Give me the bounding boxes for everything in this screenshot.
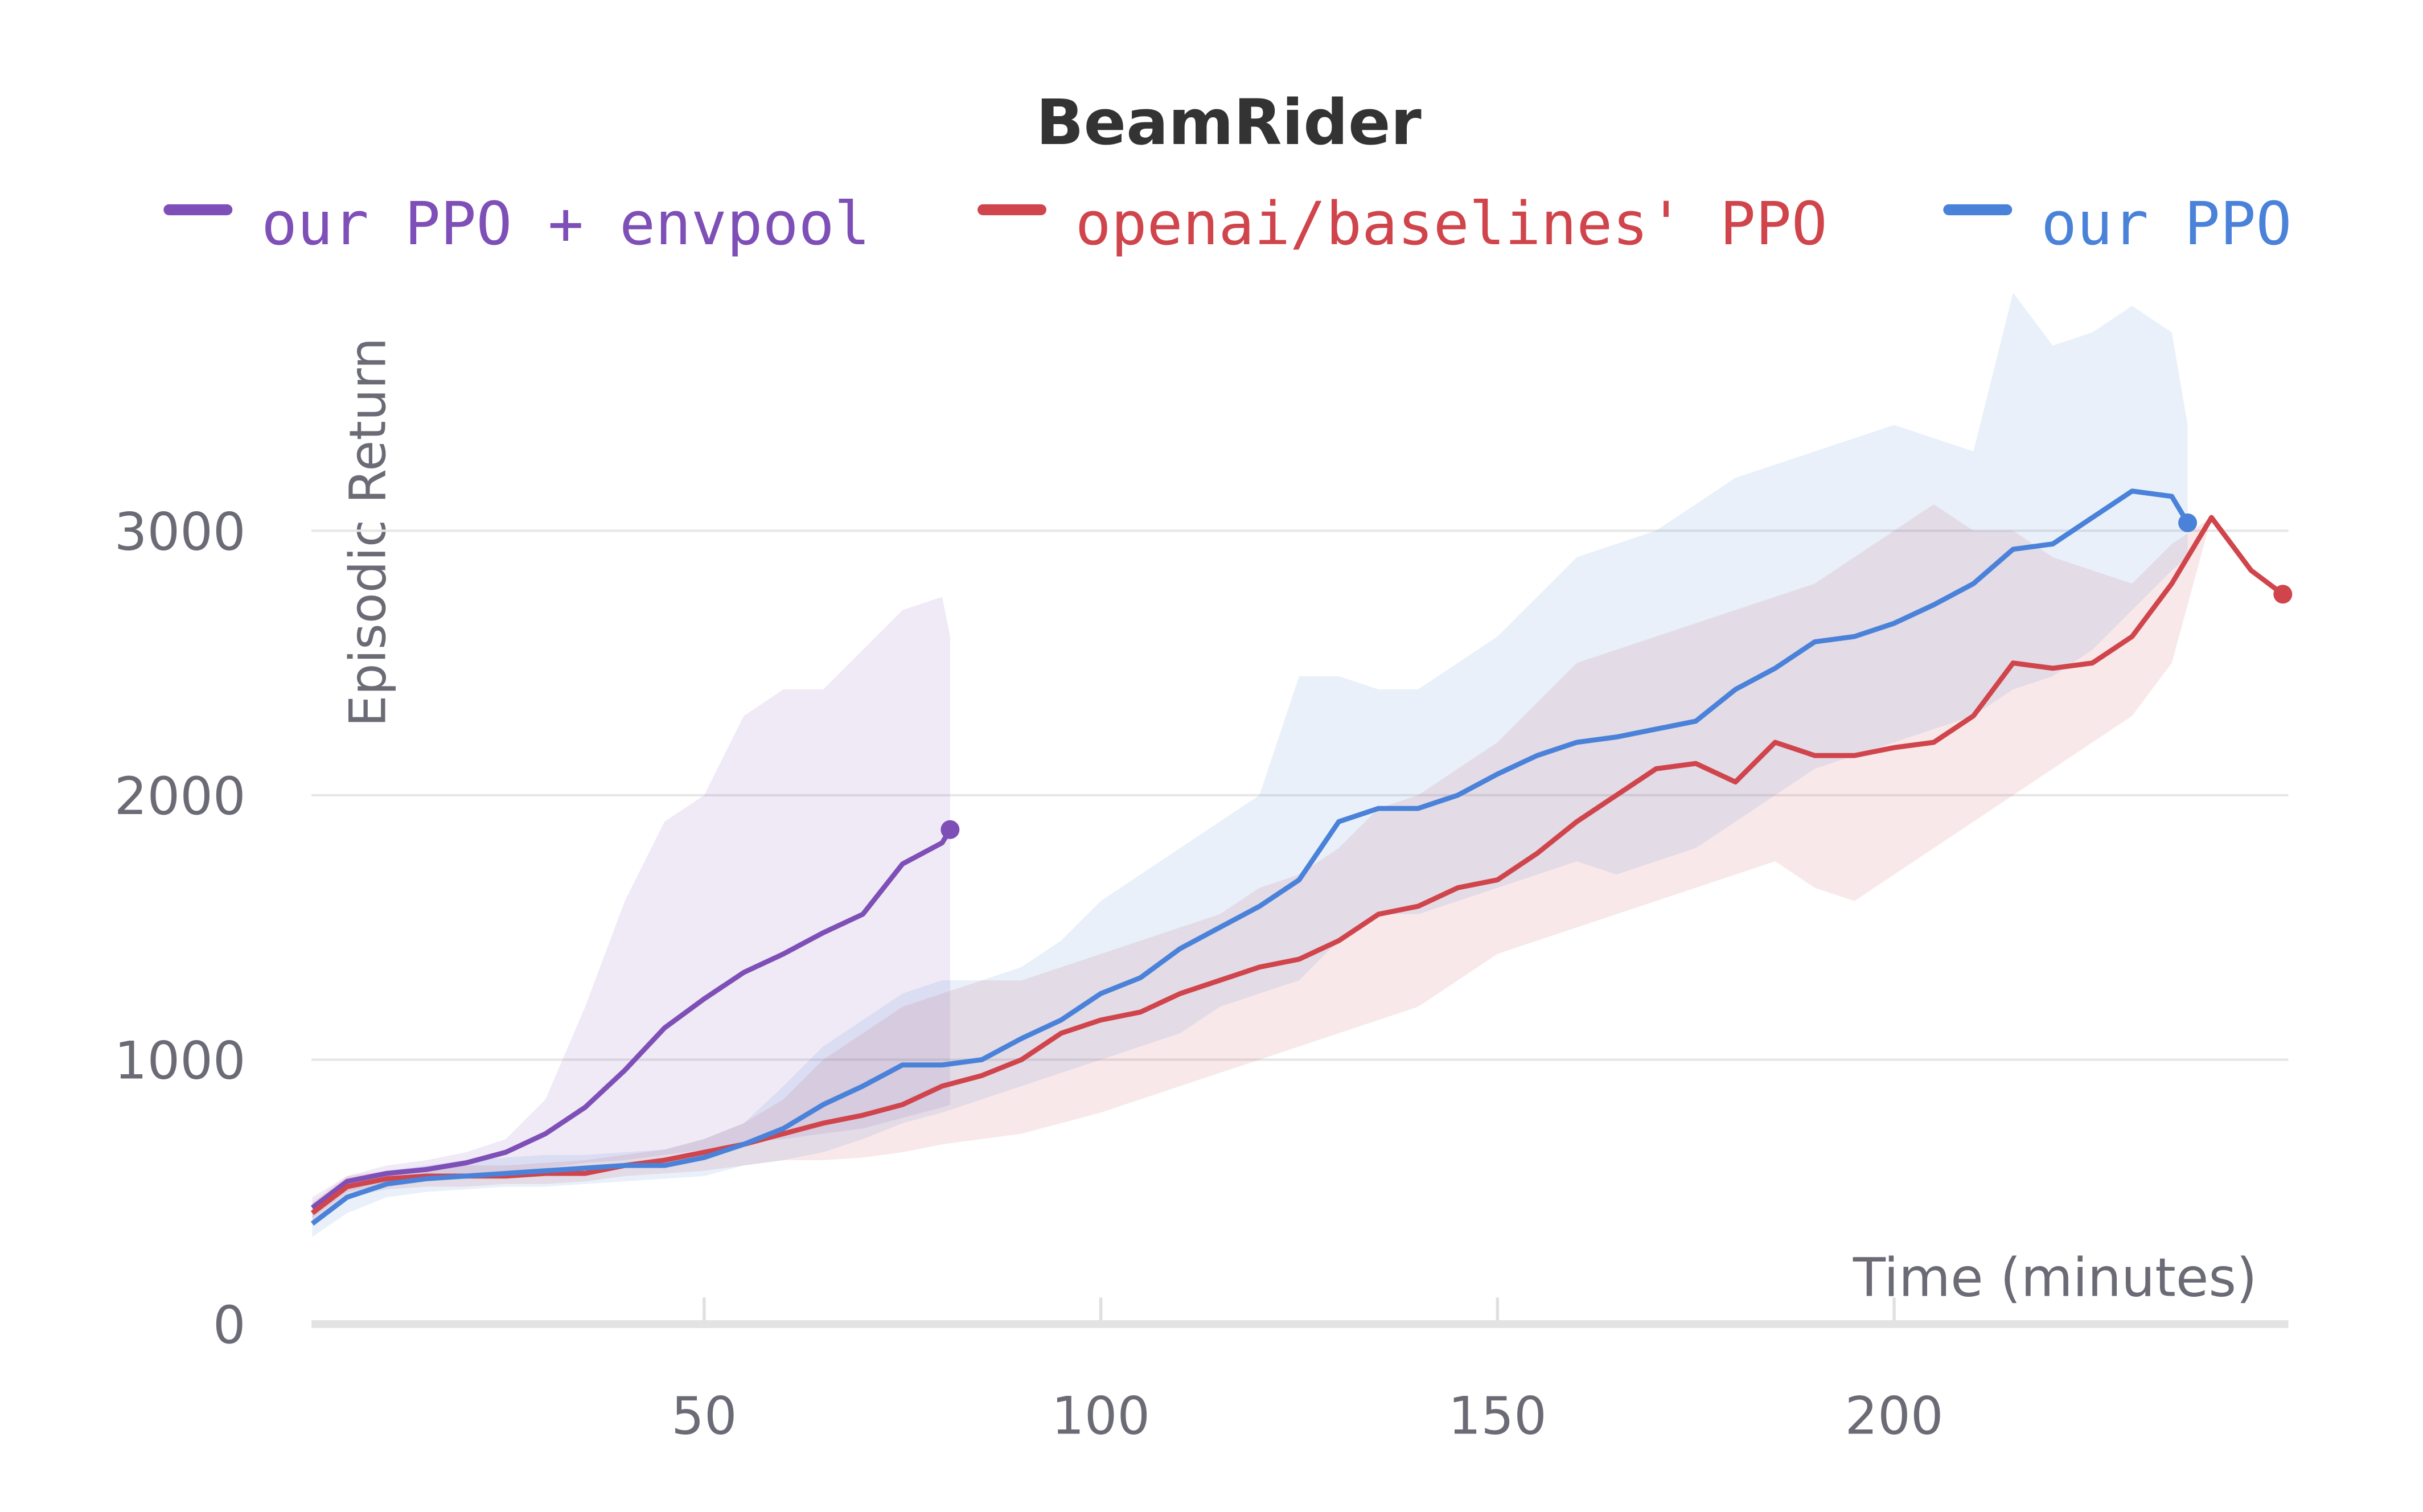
legend-label: our PPO + envpool [261, 189, 870, 258]
line [310, 828, 952, 1210]
legend-label: openai/baselines' PPO [1075, 189, 1827, 258]
end-point [941, 820, 960, 839]
confidence-band [312, 504, 2283, 1224]
x-tick-label: 100 [1052, 1386, 1150, 1446]
y-tick-label: 3000 [114, 502, 246, 562]
chart-title: BeamRider [1036, 86, 1422, 159]
y-tick-label: 2000 [114, 767, 246, 827]
end-point [2178, 513, 2198, 532]
y-tick-label: 0 [213, 1296, 246, 1355]
line [310, 488, 2190, 1226]
y-axis-label: Episodic Return [338, 338, 397, 727]
x-tick-label: 200 [1845, 1386, 1943, 1446]
y-tick-label: 1000 [114, 1031, 246, 1091]
confidence-band [312, 597, 950, 1219]
end-point [2273, 585, 2293, 604]
legend-label: our PPO [2041, 189, 2291, 258]
x-tick-label: 150 [1448, 1386, 1547, 1446]
confidence-band [312, 293, 2188, 1237]
x-axis-label: Time (minutes) [1853, 1247, 2257, 1309]
x-tick-label: 50 [671, 1386, 737, 1446]
